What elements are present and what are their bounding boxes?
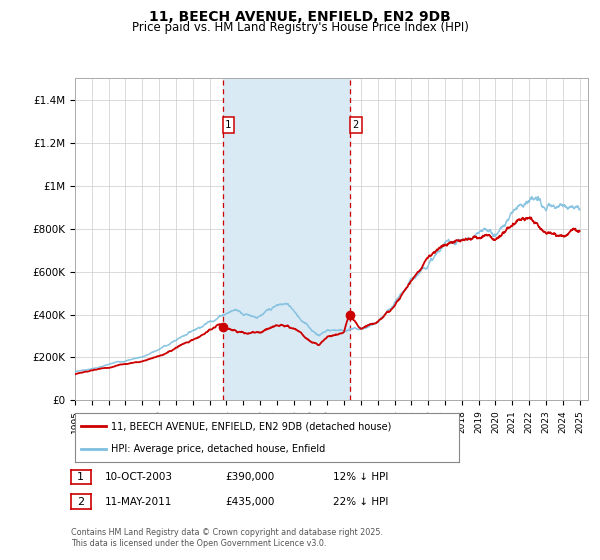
Text: 2: 2 — [353, 120, 359, 130]
Text: 22% ↓ HPI: 22% ↓ HPI — [333, 497, 388, 507]
Text: £390,000: £390,000 — [225, 472, 274, 482]
Text: 1: 1 — [77, 472, 84, 482]
Text: 11, BEECH AVENUE, ENFIELD, EN2 9DB: 11, BEECH AVENUE, ENFIELD, EN2 9DB — [149, 10, 451, 24]
Text: 10-OCT-2003: 10-OCT-2003 — [105, 472, 173, 482]
Text: 2: 2 — [77, 497, 84, 507]
Text: HPI: Average price, detached house, Enfield: HPI: Average price, detached house, Enfi… — [112, 444, 326, 454]
Text: 1: 1 — [225, 120, 232, 130]
Text: 11-MAY-2011: 11-MAY-2011 — [105, 497, 172, 507]
Bar — [223, 78, 350, 400]
Text: 12% ↓ HPI: 12% ↓ HPI — [333, 472, 388, 482]
Text: £435,000: £435,000 — [225, 497, 274, 507]
Text: Contains HM Land Registry data © Crown copyright and database right 2025.
This d: Contains HM Land Registry data © Crown c… — [71, 528, 383, 548]
Text: 11, BEECH AVENUE, ENFIELD, EN2 9DB (detached house): 11, BEECH AVENUE, ENFIELD, EN2 9DB (deta… — [112, 421, 392, 431]
Text: Price paid vs. HM Land Registry's House Price Index (HPI): Price paid vs. HM Land Registry's House … — [131, 21, 469, 34]
